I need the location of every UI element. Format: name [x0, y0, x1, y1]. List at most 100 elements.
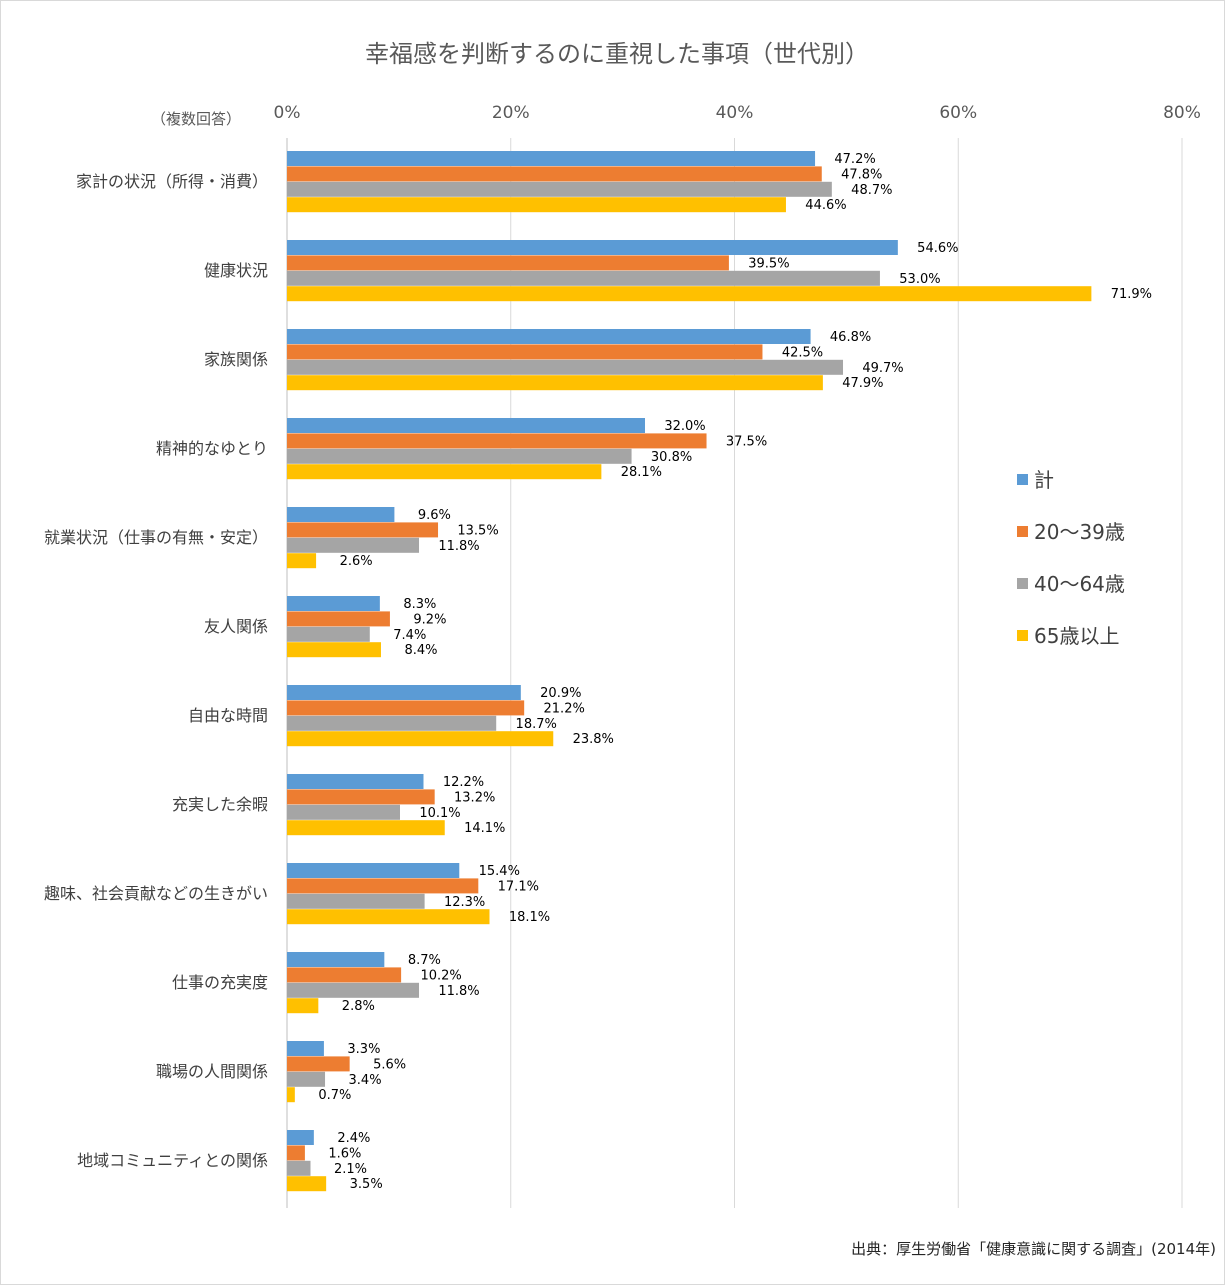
- legend-swatch: [1017, 526, 1028, 537]
- bar: [287, 626, 370, 642]
- bar: [287, 952, 385, 967]
- data-label: 3.4%: [349, 1073, 382, 1088]
- bar: [287, 1056, 350, 1072]
- data-label: 3.3%: [347, 1042, 380, 1057]
- category-label: 自由な時間: [188, 706, 268, 725]
- bar: [287, 1041, 324, 1056]
- bar: [287, 863, 460, 878]
- data-label: 11.8%: [438, 984, 479, 999]
- bar: [287, 820, 445, 836]
- data-label: 9.2%: [413, 612, 446, 627]
- bar: [287, 611, 390, 627]
- data-label: 18.1%: [509, 910, 550, 925]
- data-label: 2.4%: [337, 1131, 370, 1146]
- data-label: 2.6%: [340, 554, 373, 569]
- bar: [287, 375, 823, 391]
- data-label: 46.8%: [830, 330, 871, 345]
- x-tick-label: 0%: [274, 103, 301, 123]
- data-label: 12.2%: [443, 775, 484, 790]
- bar: [287, 240, 898, 255]
- data-label: 10.2%: [420, 968, 461, 983]
- bar: [287, 1130, 314, 1145]
- bar: [287, 715, 497, 731]
- bar: [287, 151, 816, 166]
- bar: [287, 448, 632, 464]
- data-label: 28.1%: [621, 465, 662, 480]
- category-labels: 家計の状況（所得・消費） 健康状況家族関係精神的なゆとり就業状況（仕事の有無・安定…: [44, 172, 268, 1170]
- data-label: 47.9%: [842, 376, 883, 391]
- bar: [287, 909, 490, 925]
- data-label: 54.6%: [917, 241, 958, 256]
- bar: [287, 685, 521, 700]
- data-label: 37.5%: [726, 434, 767, 449]
- x-tick-label: 80%: [1163, 103, 1201, 123]
- x-tick-label: 20%: [492, 103, 530, 123]
- data-label: 8.7%: [408, 953, 441, 968]
- data-label: 48.7%: [851, 183, 892, 198]
- data-label: 44.6%: [805, 198, 846, 213]
- bar: [287, 774, 424, 789]
- bar: [287, 507, 395, 522]
- x-tick-label: 60%: [939, 103, 977, 123]
- x-axis-ticks: 0% 20% 40% 60% 80%: [274, 103, 1201, 123]
- data-label: 47.8%: [841, 167, 882, 182]
- data-label: 53.0%: [899, 272, 940, 287]
- bar: [287, 197, 786, 213]
- bar: [287, 731, 554, 747]
- data-label: 0.7%: [318, 1088, 351, 1103]
- bar: [287, 1160, 311, 1176]
- legend: 計 20〜39歳 40〜64歳 65歳以上: [1017, 468, 1125, 648]
- bar: [287, 789, 435, 805]
- x-tick-label: 40%: [716, 103, 754, 123]
- bar: [287, 998, 319, 1014]
- category-label: 家族関係: [204, 350, 268, 369]
- bar: [287, 1071, 326, 1087]
- bar: [287, 270, 880, 286]
- data-label: 21.2%: [544, 701, 585, 716]
- bar: [287, 967, 402, 983]
- legend-label: 20〜39歳: [1034, 520, 1125, 544]
- data-label: 17.1%: [498, 879, 539, 894]
- data-label: 12.3%: [444, 895, 485, 910]
- data-label: 10.1%: [419, 806, 460, 821]
- data-label: 15.4%: [479, 864, 520, 879]
- bar: [287, 344, 763, 360]
- data-label: 20.9%: [540, 686, 581, 701]
- data-label: 30.8%: [651, 450, 692, 465]
- data-label: 32.0%: [664, 419, 705, 434]
- category-label: 充実した余暇: [172, 795, 268, 814]
- bars: [287, 151, 1092, 1192]
- category-label: 就業状況（仕事の有無・安定）: [44, 528, 268, 547]
- category-label: 友人関係: [204, 617, 268, 636]
- data-label: 39.5%: [748, 256, 789, 271]
- bar: [287, 642, 381, 658]
- bar: [287, 537, 420, 553]
- data-label: 7.4%: [393, 628, 426, 643]
- category-label: 地域コミュニティとの関係: [77, 1151, 268, 1170]
- bar: [287, 878, 479, 894]
- bar: [287, 982, 420, 998]
- data-label: 8.4%: [404, 643, 437, 658]
- data-label: 23.8%: [573, 732, 614, 747]
- data-label: 71.9%: [1111, 287, 1152, 302]
- bar: [287, 1087, 295, 1103]
- source-note: 出典：厚生労働省「健康意識に関する調査」(2014年): [851, 1240, 1216, 1258]
- category-label: 仕事の充実度: [172, 973, 268, 992]
- bar: [287, 553, 317, 569]
- bar: [287, 464, 602, 480]
- bar: [287, 418, 645, 433]
- bar: [287, 893, 425, 909]
- category-label: 精神的なゆとり: [156, 439, 268, 458]
- data-label: 2.1%: [334, 1162, 367, 1177]
- legend-label: 40〜64歳: [1034, 572, 1125, 596]
- data-label: 1.6%: [328, 1146, 361, 1161]
- chart-title: 幸福感を判断するのに重視した事項（世代別）: [365, 40, 869, 68]
- legend-swatch: [1017, 578, 1028, 589]
- data-label: 9.6%: [418, 508, 451, 523]
- legend-swatch: [1017, 474, 1028, 485]
- bar: [287, 166, 822, 182]
- bar: [287, 700, 525, 716]
- legend-swatch: [1017, 630, 1028, 641]
- bar: [287, 181, 832, 197]
- data-label: 49.7%: [862, 361, 903, 376]
